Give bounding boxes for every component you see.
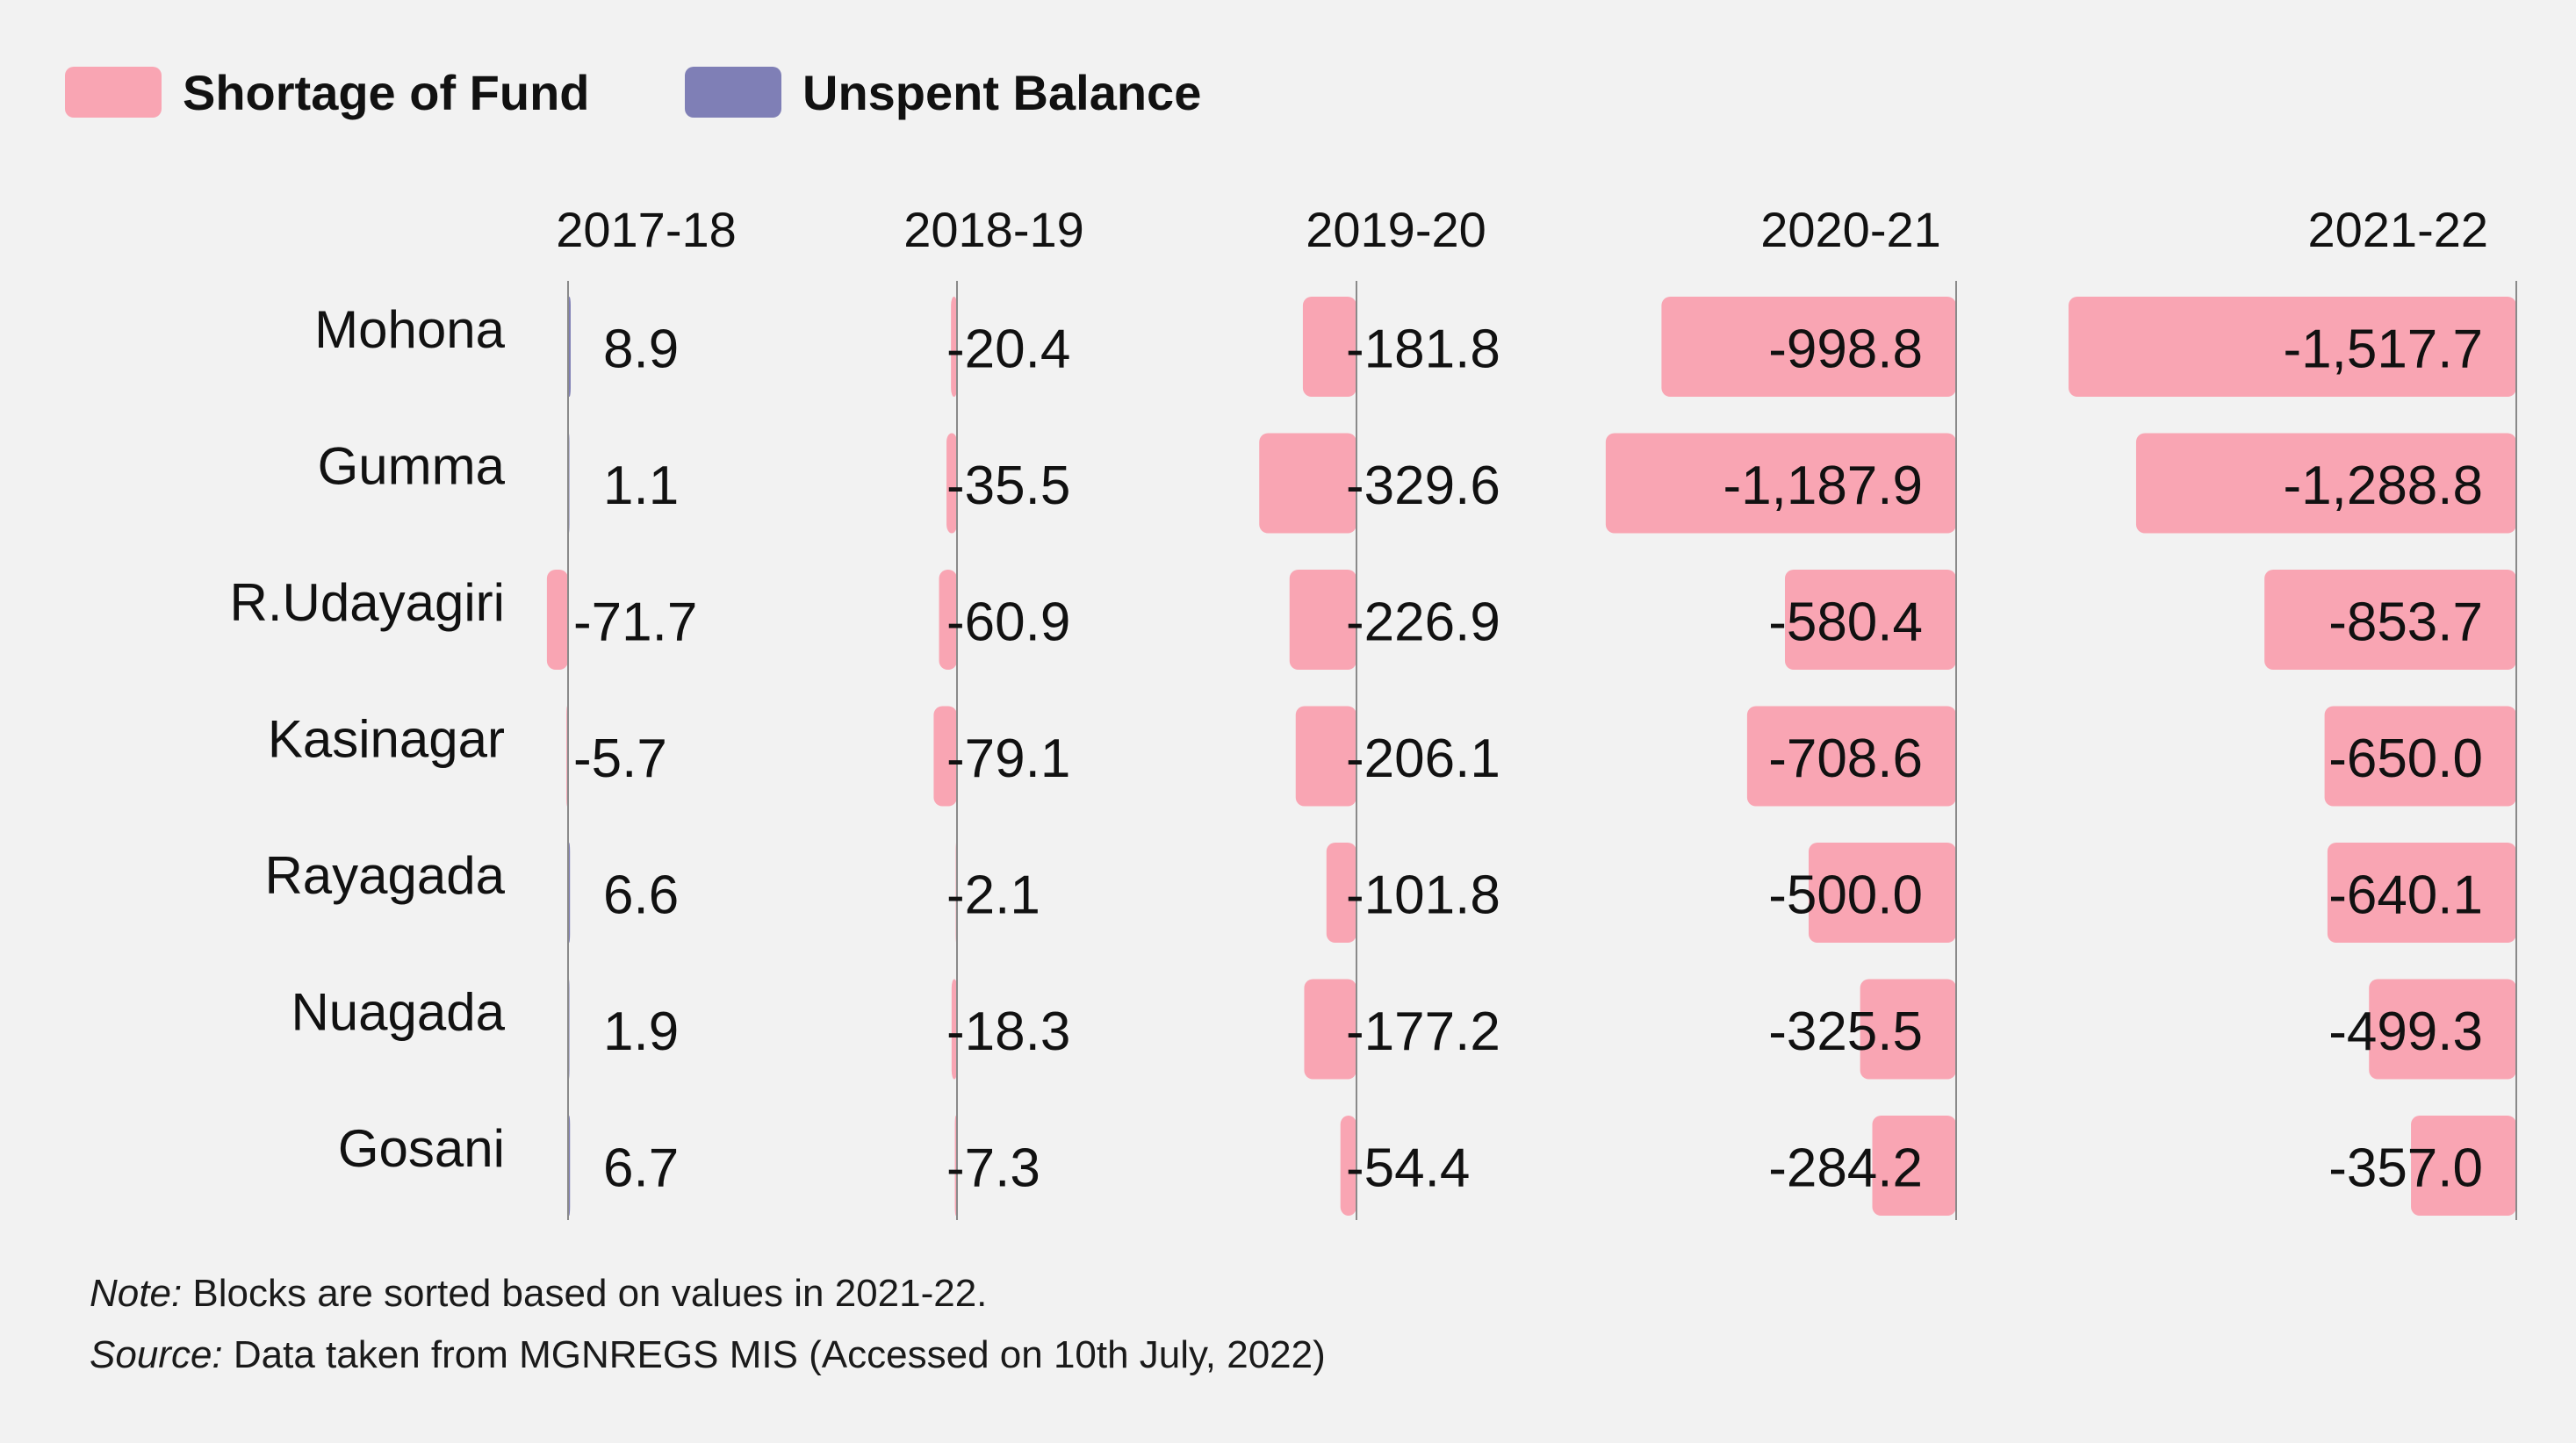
data-label-2019-20-kasinagar: -206.1 — [1346, 729, 1500, 789]
bar-2020-21-gosani — [1872, 1116, 1956, 1216]
bar-2020-21-kasinagar — [1746, 706, 1956, 807]
bar-2019-20-gumma — [1259, 433, 1356, 534]
legend-swatch-unspent — [685, 67, 781, 118]
bar-2020-21-mohona — [1661, 297, 1956, 397]
data-label-2018-19-rayagada: -2.1 — [946, 865, 1040, 925]
bar-2020-21-rayagada — [1809, 843, 1956, 943]
data-label-2019-20-gosani: -54.4 — [1346, 1138, 1470, 1198]
bar-2018-19-kasinagar — [933, 706, 957, 807]
bar-2018-19-nuagada — [951, 979, 957, 1080]
row-label-mohona: Mohona — [314, 300, 505, 359]
bar-2020-21-gumma — [1605, 433, 1956, 534]
note: Note: Blocks are sorted based on values … — [90, 1269, 987, 1318]
data-label-2021-22-mohona: -1,517.7 — [2283, 319, 2483, 379]
data-label-2021-22-gumma: -1,288.8 — [2283, 456, 2483, 516]
data-label-2021-22-gosani: -357.0 — [2328, 1138, 2483, 1198]
data-label-2019-20-mohona: -181.8 — [1346, 319, 1500, 379]
bar-2021-22-gosani — [2411, 1116, 2516, 1216]
bar-2021-22-r-udayagiri — [2264, 570, 2516, 670]
bar-2021-22-kasinagar — [2324, 706, 2516, 807]
bar-2021-22-rayagada — [2327, 843, 2516, 943]
column-header-2017-18: 2017-18 — [556, 202, 737, 257]
data-label-2017-18-gumma: 1.1 — [603, 456, 679, 516]
data-label-2020-21-gosani: -284.2 — [1768, 1138, 1923, 1198]
column-header-2019-20: 2019-20 — [1306, 202, 1486, 257]
column-header-2021-22: 2021-22 — [2307, 202, 2488, 257]
data-label-2018-19-kasinagar: -79.1 — [946, 729, 1070, 789]
data-label-2021-22-nuagada: -499.3 — [2328, 1001, 2483, 1062]
data-label-2019-20-r-udayagiri: -226.9 — [1346, 592, 1500, 652]
legend-label-shortage: Shortage of Fund — [183, 65, 590, 120]
data-label-2017-18-nuagada: 1.9 — [603, 1001, 679, 1062]
data-label-2018-19-mohona: -20.4 — [946, 319, 1070, 379]
row-label-gumma: Gumma — [318, 436, 506, 495]
data-label-2018-19-gosani: -7.3 — [946, 1138, 1040, 1198]
column-header-2020-21: 2020-21 — [1760, 202, 1941, 257]
bar-2020-21-nuagada — [1860, 979, 1956, 1080]
bar-2018-19-gumma — [946, 433, 957, 534]
bar-2019-20-kasinagar — [1295, 706, 1356, 807]
note-prefix: Note: — [90, 1272, 183, 1315]
bar-2019-20-nuagada — [1304, 979, 1356, 1080]
data-label-2017-18-r-udayagiri: -71.7 — [573, 592, 697, 652]
bar-2021-22-nuagada — [2369, 979, 2516, 1080]
source: Source: Data taken from MGNREGS MIS (Acc… — [90, 1331, 1326, 1380]
data-label-2020-21-nuagada: -325.5 — [1768, 1001, 1923, 1062]
data-label-2017-18-kasinagar: -5.7 — [573, 729, 667, 789]
bar-2019-20-rayagada — [1326, 843, 1356, 943]
data-label-2020-21-kasinagar: -708.6 — [1768, 729, 1923, 789]
note-text: Blocks are sorted based on values in 202… — [182, 1272, 988, 1315]
data-label-2021-22-r-udayagiri: -853.7 — [2328, 592, 2483, 652]
legend-swatch-shortage — [65, 67, 162, 118]
bar-2019-20-gosani — [1340, 1116, 1356, 1216]
data-label-2018-19-nuagada: -18.3 — [946, 1001, 1070, 1062]
bar-2020-21-r-udayagiri — [1784, 570, 1956, 670]
data-label-2018-19-gumma: -35.5 — [946, 456, 1070, 516]
bar-2018-19-mohona — [951, 297, 957, 397]
data-label-2019-20-nuagada: -177.2 — [1346, 1001, 1500, 1062]
data-label-2021-22-rayagada: -640.1 — [2328, 865, 2483, 925]
data-label-2017-18-gosani: 6.7 — [603, 1138, 679, 1198]
data-label-2020-21-r-udayagiri: -580.4 — [1768, 592, 1923, 652]
source-text: Data taken from MGNREGS MIS (Accessed on… — [222, 1333, 1326, 1376]
data-label-2017-18-rayagada: 6.6 — [603, 865, 679, 925]
data-label-2020-21-mohona: -998.8 — [1768, 319, 1923, 379]
data-label-2020-21-rayagada: -500.0 — [1768, 865, 1923, 925]
data-label-2017-18-mohona: 8.9 — [603, 319, 679, 379]
bar-2017-18-r-udayagiri — [546, 570, 568, 670]
legend-label-unspent: Unspent Balance — [802, 65, 1202, 120]
row-label-kasinagar: Kasinagar — [268, 709, 505, 768]
source-prefix: Source: — [90, 1333, 223, 1376]
data-label-2020-21-gumma: -1,187.9 — [1723, 456, 1923, 516]
row-label-nuagada: Nuagada — [291, 982, 505, 1041]
bar-2021-22-gumma — [2135, 433, 2516, 534]
bar-2018-19-r-udayagiri — [939, 570, 957, 670]
row-label-r-udayagiri: R.Udayagiri — [230, 573, 505, 632]
row-label-rayagada: Rayagada — [264, 846, 505, 905]
column-header-2018-19: 2018-19 — [903, 202, 1084, 257]
bar-2019-20-r-udayagiri — [1289, 570, 1356, 670]
row-label-gosani: Gosani — [338, 1119, 505, 1178]
data-label-2021-22-kasinagar: -650.0 — [2328, 729, 2483, 789]
bar-2019-20-mohona — [1302, 297, 1356, 397]
data-label-2019-20-gumma: -329.6 — [1346, 456, 1500, 516]
data-label-2018-19-r-udayagiri: -60.9 — [946, 592, 1070, 652]
bar-2021-22-mohona — [2069, 297, 2516, 397]
data-label-2019-20-rayagada: -101.8 — [1346, 865, 1500, 925]
